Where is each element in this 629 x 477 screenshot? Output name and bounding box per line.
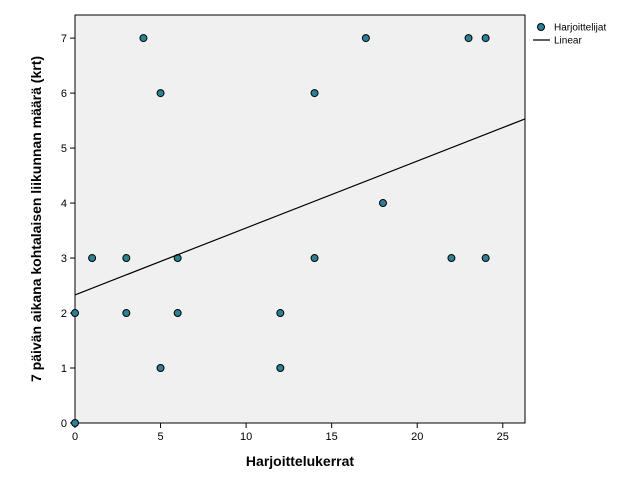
x-tick-label: 10	[240, 431, 252, 443]
y-tick-label: 3	[61, 253, 67, 265]
point	[276, 364, 285, 373]
point	[139, 34, 148, 43]
point	[122, 309, 131, 318]
point	[122, 254, 131, 263]
y-tick-label: 4	[61, 198, 67, 210]
point	[156, 89, 165, 98]
point	[88, 254, 97, 263]
legend-marker	[537, 23, 545, 31]
x-tick-label: 0	[72, 431, 78, 443]
point	[156, 364, 165, 373]
point	[71, 309, 79, 318]
y-tick-label: 0	[61, 418, 67, 430]
x-tick-label: 20	[411, 431, 423, 443]
point	[378, 199, 387, 208]
point	[310, 89, 319, 98]
fit-line	[74, 118, 526, 296]
legend-label: Linear	[554, 36, 582, 47]
y-tick-label: 6	[61, 88, 67, 100]
point	[361, 34, 370, 43]
plot-area	[74, 14, 526, 424]
y-tick-label: 5	[61, 143, 67, 155]
point	[173, 309, 182, 318]
point	[464, 34, 473, 43]
x-tick-label: 5	[157, 431, 163, 443]
point	[481, 254, 490, 263]
y-tick-label: 2	[61, 308, 67, 320]
point	[71, 419, 79, 427]
y-tick-label: 7	[61, 33, 67, 45]
y-axis-label: 7 päivän aikana kohtalaisen liikunnan mä…	[28, 56, 44, 382]
point	[481, 34, 490, 43]
legend-label: Harjoittelijat	[554, 23, 606, 34]
x-tick-label: 25	[497, 431, 509, 443]
y-tick-label: 1	[61, 363, 67, 375]
point	[447, 254, 456, 263]
x-axis-label: Harjoittelukerrat	[246, 453, 354, 469]
x-tick-label: 15	[326, 431, 338, 443]
point	[276, 309, 285, 318]
point	[310, 254, 319, 263]
